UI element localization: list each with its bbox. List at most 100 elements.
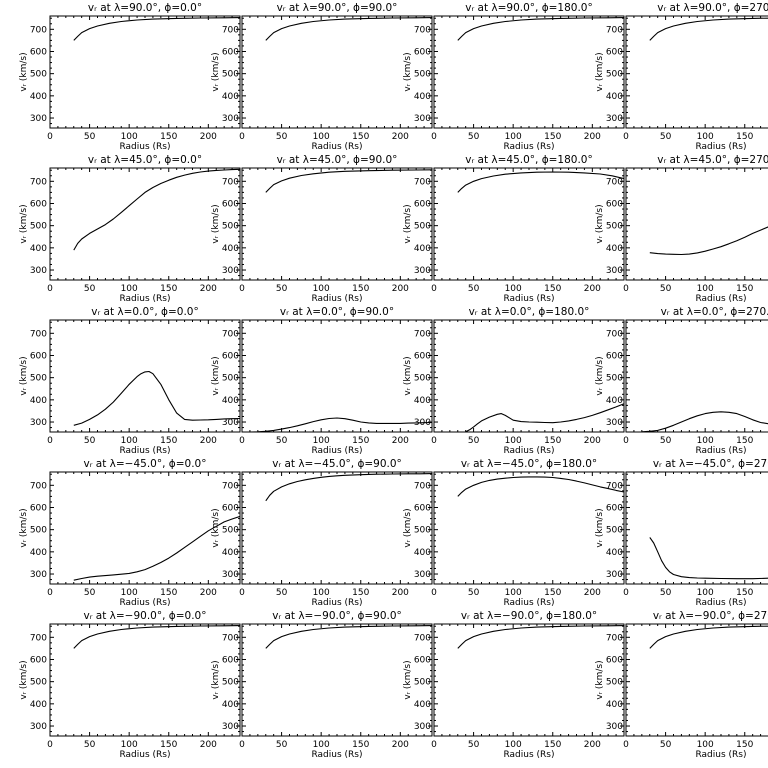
x-tick-label: 200	[200, 588, 217, 598]
y-tick-label: 700	[30, 177, 47, 187]
x-tick-label: 150	[352, 132, 369, 142]
x-tick-label: 200	[392, 132, 409, 142]
series-line	[265, 625, 432, 649]
panel-title: vᵣ at λ=−90.0°, ϕ=90.0°	[272, 610, 402, 622]
y-tick-label: 400	[606, 396, 623, 406]
x-tick-label: 50	[276, 132, 288, 142]
panel-title: vᵣ at λ=−45.0°, ϕ=180.0°	[461, 458, 597, 470]
x-axis-label: Radius (Rs)	[311, 446, 362, 456]
x-axis-label: Radius (Rs)	[695, 142, 746, 152]
x-tick-label: 200	[200, 436, 217, 446]
y-axis-label: vᵣ (km/s)	[19, 204, 29, 243]
plot-frame	[625, 623, 768, 737]
series-line	[265, 169, 432, 193]
panel-3: vᵣ at λ=90.0°, ϕ=180.0° 0 50 100 150 200 300 40…	[403, 2, 625, 152]
series-line	[457, 476, 624, 497]
panel-6: vᵣ at λ=45.0°, ϕ=90.0° 0 50 100 150 200 300 400…	[211, 154, 433, 304]
y-tick-label: 400	[222, 244, 239, 254]
x-tick-label: 50	[276, 284, 288, 294]
series-line	[265, 473, 432, 502]
y-tick-label: 400	[222, 700, 239, 710]
y-tick-label: 400	[30, 244, 47, 254]
y-tick-label: 300	[606, 570, 623, 580]
y-axis-label: vᵣ (km/s)	[595, 204, 605, 243]
y-tick-label: 500	[222, 374, 239, 384]
y-tick-label: 600	[606, 47, 623, 57]
y-tick-label: 500	[606, 678, 623, 688]
x-tick-label: 0	[623, 588, 629, 598]
panel-5: vᵣ at λ=45.0°, ϕ=0.0° 0 50 100 150 200 300 400 5…	[19, 154, 241, 304]
panel-title: vᵣ at λ=−45.0°, ϕ=270.0°	[653, 458, 768, 470]
x-tick-label: 0	[431, 132, 437, 142]
x-axis-label: Radius (Rs)	[503, 446, 554, 456]
x-tick-label: 200	[584, 588, 601, 598]
y-tick-label: 600	[414, 47, 431, 57]
x-tick-label: 0	[623, 284, 629, 294]
x-tick-label: 0	[47, 132, 53, 142]
x-tick-label: 100	[505, 740, 522, 750]
y-tick-label: 300	[606, 266, 623, 276]
y-tick-label: 500	[222, 70, 239, 80]
panel-title: vᵣ at λ=0.0°, ϕ=0.0°	[91, 306, 198, 318]
series-line	[457, 171, 624, 193]
panel-title: vᵣ at λ=90.0°, ϕ=180.0°	[465, 2, 593, 14]
y-tick-label: 400	[414, 92, 431, 102]
y-tick-label: 700	[222, 329, 239, 339]
panel-title: vᵣ at λ=45.0°, ϕ=180.0°	[465, 154, 593, 166]
y-tick-label: 600	[222, 199, 239, 209]
y-tick-label: 300	[414, 114, 431, 124]
panel-9: vᵣ at λ=0.0°, ϕ=0.0° 0 50 100 150 200 300 400 50…	[19, 306, 241, 456]
x-tick-label: 150	[160, 132, 177, 142]
x-axis-label: Radius (Rs)	[695, 294, 746, 304]
panel-4: vᵣ at λ=90.0°, ϕ=270.0°05010015020030040…	[595, 2, 768, 152]
x-tick-label: 50	[84, 132, 96, 142]
y-tick-label: 600	[606, 351, 623, 361]
y-tick-label: 700	[606, 25, 623, 35]
y-tick-label: 700	[30, 481, 47, 491]
series-line	[73, 625, 240, 649]
y-axis-label: vᵣ (km/s)	[403, 204, 413, 243]
y-axis-label: vᵣ (km/s)	[211, 204, 221, 243]
y-tick-label: 600	[606, 199, 623, 209]
x-tick-label: 50	[660, 740, 672, 750]
y-tick-label: 500	[414, 374, 431, 384]
y-tick-label: 400	[606, 700, 623, 710]
y-axis-label: vᵣ (km/s)	[595, 508, 605, 547]
plot-frame	[625, 167, 768, 281]
x-tick-label: 200	[200, 740, 217, 750]
y-tick-label: 600	[414, 199, 431, 209]
y-tick-label: 300	[606, 114, 623, 124]
panel-title: vᵣ at λ=−90.0°, ϕ=0.0°	[84, 610, 207, 622]
x-axis-label: Radius (Rs)	[503, 142, 554, 152]
y-tick-label: 700	[414, 177, 431, 187]
x-tick-label: 100	[121, 588, 138, 598]
y-tick-label: 700	[414, 481, 431, 491]
y-tick-label: 700	[30, 633, 47, 643]
y-axis-label: vᵣ (km/s)	[403, 660, 413, 699]
x-tick-label: 100	[313, 588, 330, 598]
y-axis-label: vᵣ (km/s)	[595, 356, 605, 395]
y-tick-label: 600	[414, 655, 431, 665]
y-tick-label: 700	[414, 25, 431, 35]
y-tick-label: 400	[222, 92, 239, 102]
panel-16: vᵣ at λ=−45.0°, ϕ=270.0°0501001502003004…	[595, 458, 768, 608]
x-axis-label: Radius (Rs)	[695, 750, 746, 760]
x-tick-label: 50	[84, 284, 96, 294]
y-axis-label: vᵣ (km/s)	[403, 52, 413, 91]
x-tick-label: 50	[84, 588, 96, 598]
x-tick-label: 50	[84, 740, 96, 750]
x-tick-label: 100	[505, 436, 522, 446]
y-tick-label: 400	[30, 396, 47, 406]
y-tick-label: 400	[606, 548, 623, 558]
panel-20: vᵣ at λ=−90.0°, ϕ=270.0°0501001502003004…	[595, 610, 768, 760]
y-tick-label: 700	[414, 329, 431, 339]
y-tick-label: 500	[30, 70, 47, 80]
plot-frame	[625, 15, 768, 129]
y-tick-label: 400	[30, 700, 47, 710]
x-tick-label: 100	[505, 284, 522, 294]
x-axis-label: Radius (Rs)	[695, 446, 746, 456]
y-tick-label: 600	[414, 351, 431, 361]
y-tick-label: 300	[222, 114, 239, 124]
y-axis-label: vᵣ (km/s)	[211, 356, 221, 395]
